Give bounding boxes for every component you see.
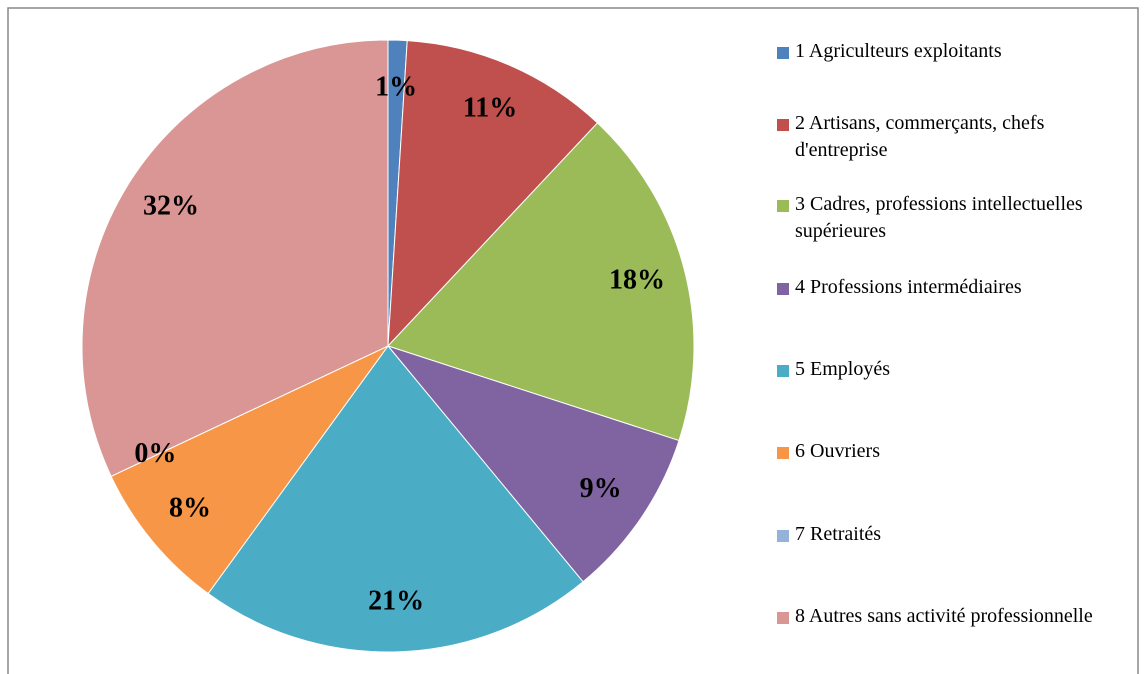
data-label: 21% xyxy=(368,585,424,616)
pie-slice xyxy=(387,40,599,348)
data-label: 1% xyxy=(375,72,417,103)
legend-swatch xyxy=(777,200,789,212)
legend-item: 6 Ouvriers xyxy=(775,438,1115,465)
legend-item: 1 Agriculteurs exploitants xyxy=(775,38,1115,65)
pie-slice xyxy=(386,344,680,583)
legend-swatch xyxy=(777,283,789,295)
legend-item: 3 Cadres, professions intellectuelles su… xyxy=(775,191,1115,245)
legend-swatch xyxy=(777,119,789,131)
legend-label: 4 Professions intermédiaires xyxy=(795,276,1022,298)
legend-item: 4 Professions intermédiaires xyxy=(775,274,1115,301)
data-label: 11% xyxy=(463,93,517,124)
legend-item: 8 Autres sans activité professionnelle xyxy=(775,603,1115,630)
data-label: 18% xyxy=(609,264,665,295)
legend-item: 7 Retraités xyxy=(775,521,1115,548)
legend-swatch xyxy=(777,447,789,459)
legend-swatch xyxy=(777,612,789,624)
data-label: 9% xyxy=(580,473,622,504)
legend-label: 5 Employés xyxy=(795,358,890,380)
data-label: 0% xyxy=(134,438,176,469)
legend-label: 7 Retraités xyxy=(795,523,882,545)
legend-label: 2 Artisans, commerçants, chefs d'entrepr… xyxy=(795,112,1045,161)
pie-slice xyxy=(207,345,584,653)
pie-slice xyxy=(110,345,389,595)
legend-item: 2 Artisans, commerçants, chefs d'entrepr… xyxy=(775,110,1115,164)
legend-label: 3 Cadres, professions intellectuelles su… xyxy=(795,193,1083,242)
legend-swatch xyxy=(777,365,789,377)
data-label: 8% xyxy=(169,492,211,523)
legend-swatch xyxy=(777,530,789,542)
legend-item: 5 Employés xyxy=(775,356,1115,383)
legend-label: 1 Agriculteurs exploitants xyxy=(795,40,1002,62)
pie-slice xyxy=(81,39,389,477)
chart-frame xyxy=(7,7,1139,674)
legend-label: 8 Autres sans activité professionnelle xyxy=(795,605,1093,627)
data-label: 32% xyxy=(143,191,199,222)
legend-swatch xyxy=(777,47,789,59)
pie-slice xyxy=(387,122,695,442)
legend-label: 6 Ouvriers xyxy=(795,440,880,462)
